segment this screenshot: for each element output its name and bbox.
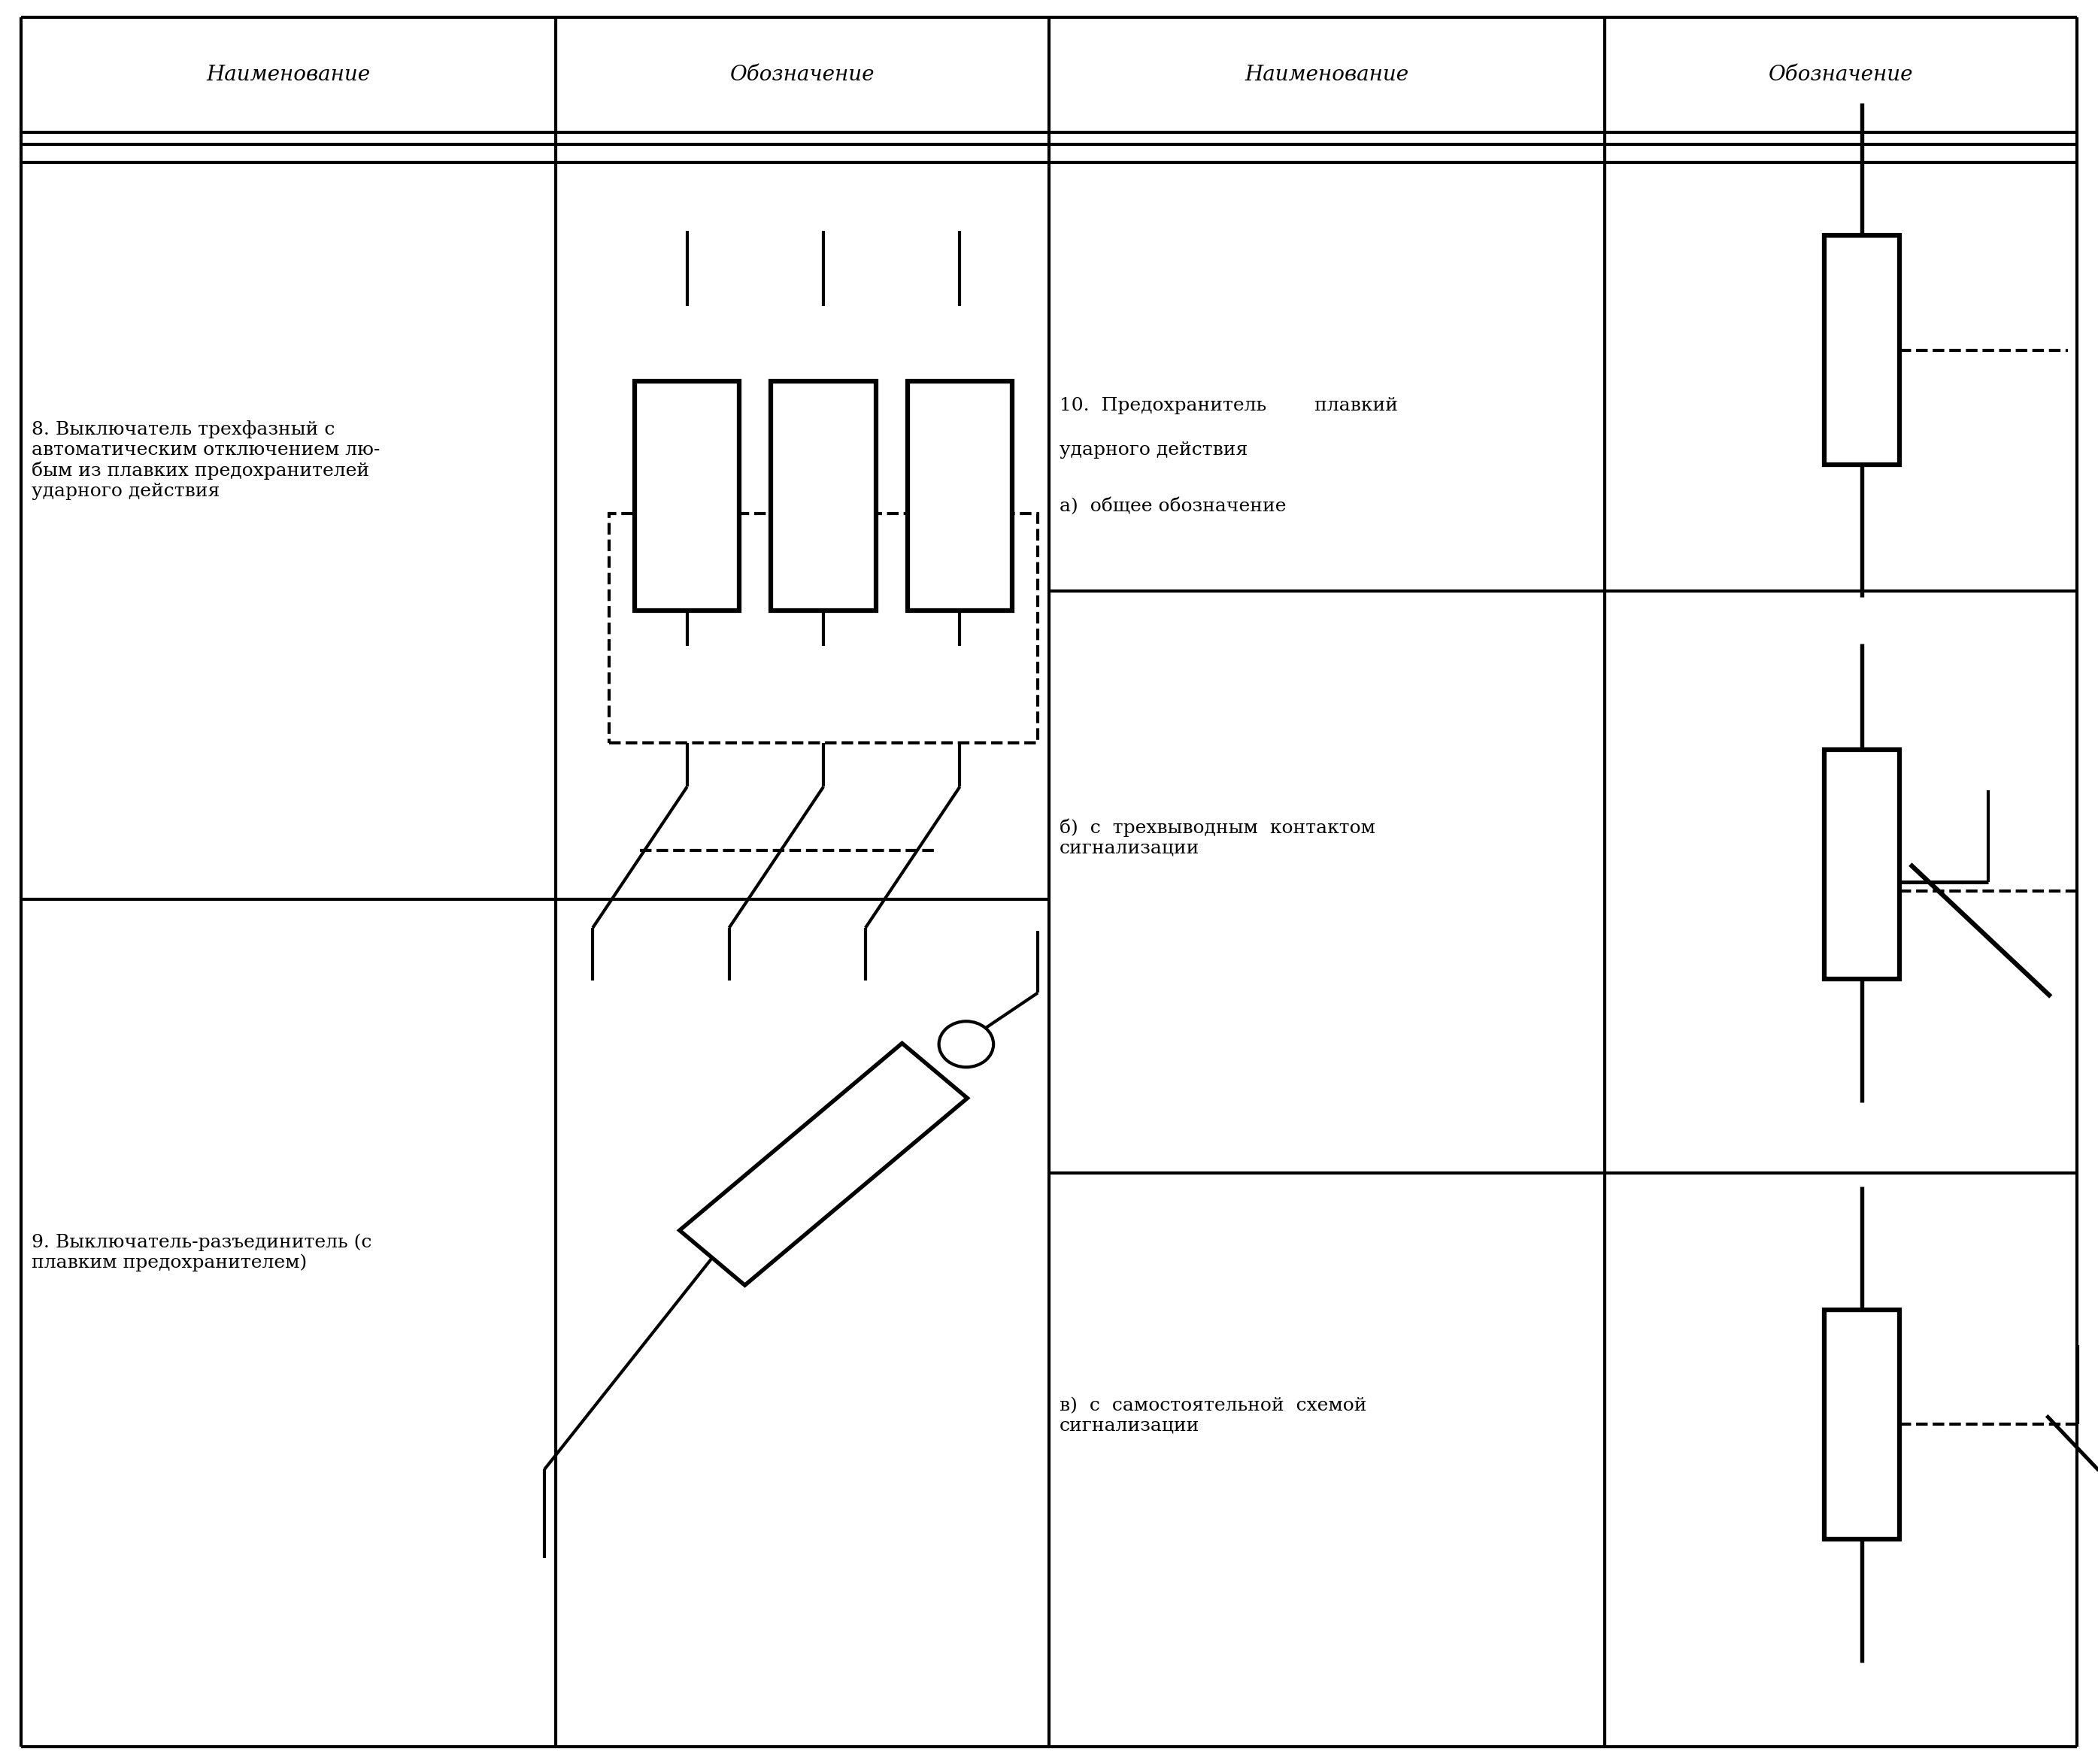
Text: Обозначение: Обозначение xyxy=(730,65,875,85)
Text: в)  с  самостоятельной  схемой
сигнализации: в) с самостоятельной схемой сигнализации xyxy=(1059,1397,1366,1434)
Bar xyxy=(906,381,1011,610)
Bar xyxy=(634,381,741,610)
Bar xyxy=(1823,236,1901,466)
Bar xyxy=(1823,1309,1901,1538)
Bar xyxy=(1823,750,1901,979)
Text: 8. Выключатель трехфазный с
автоматическим отключением лю-
бым из плавких предох: 8. Выключатель трехфазный с автоматическ… xyxy=(31,420,380,501)
Text: а)  общее обозначение: а) общее обозначение xyxy=(1059,497,1286,515)
Text: б)  с  трехвыводным  контактом
сигнализации: б) с трехвыводным контактом сигнализации xyxy=(1059,818,1376,857)
Text: Наименование: Наименование xyxy=(1244,65,1410,85)
Text: Наименование: Наименование xyxy=(206,65,371,85)
Text: ударного действия: ударного действия xyxy=(1059,441,1248,459)
Bar xyxy=(772,381,877,610)
Text: 9. Выключатель-разъединитель (с
плавким предохранителем): 9. Выключатель-разъединитель (с плавким … xyxy=(31,1233,371,1272)
Bar xyxy=(608,513,1039,743)
Text: Обозначение: Обозначение xyxy=(1769,65,1913,85)
Polygon shape xyxy=(680,1043,967,1286)
Text: 10.  Предохранитель        плавкий: 10. Предохранитель плавкий xyxy=(1059,397,1397,415)
